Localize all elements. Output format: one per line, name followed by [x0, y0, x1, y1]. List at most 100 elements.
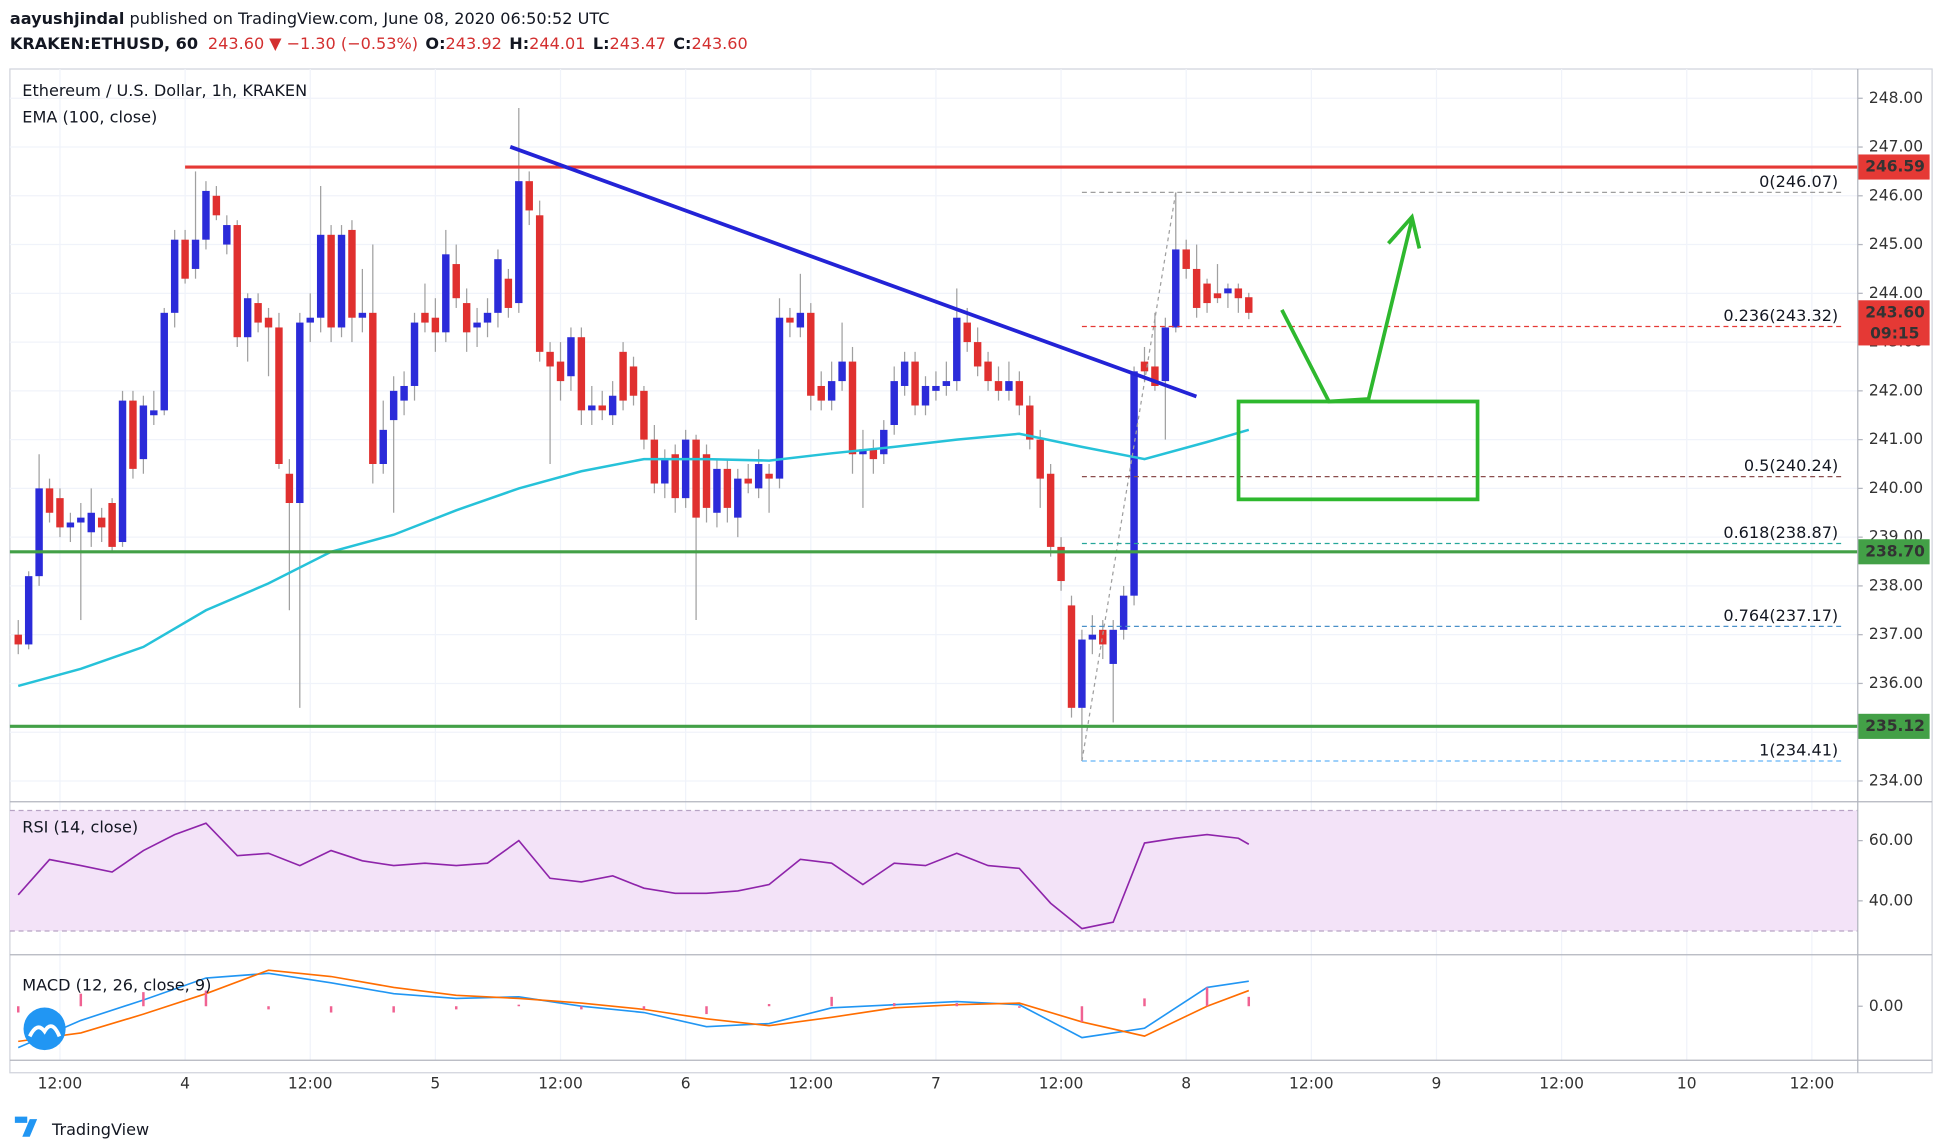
candle-body: [1140, 361, 1149, 372]
ohlc-value: 244.01: [529, 33, 585, 52]
candle-body: [1234, 288, 1243, 299]
countdown-label: 09:15: [1870, 325, 1919, 343]
candle-body: [661, 459, 669, 484]
candle-body: [1015, 381, 1024, 406]
ohlc-value: 243.47: [610, 33, 666, 52]
y-tick-label: 40.00: [1869, 891, 1913, 909]
price-badge: [1857, 713, 1930, 739]
candle-body: [786, 317, 794, 323]
last-price-badge: [1857, 300, 1930, 346]
change: −1.30 (−0.53%): [286, 33, 418, 52]
footer-text: TradingView: [51, 1120, 149, 1139]
indicator-label: EMA (100, close): [22, 107, 157, 126]
price-badge-label: 238.70: [1865, 542, 1925, 560]
macd-histogram-bar: [1080, 1006, 1084, 1022]
y-tick-label: 248.00: [1869, 89, 1923, 107]
macd-histogram-bar: [1143, 998, 1146, 1007]
candle-body: [327, 234, 335, 328]
candle-body: [1036, 439, 1044, 479]
candle-body: [442, 254, 450, 333]
projection-arrow: [1280, 219, 1414, 404]
logo-cloud: [28, 1024, 62, 1038]
candle-body: [348, 229, 356, 318]
footer: TradingView: [14, 1116, 149, 1139]
macd-histogram-bar: [454, 1006, 458, 1010]
x-tick-label: 8: [1181, 1074, 1191, 1092]
y-tick-label: 247.00: [1869, 137, 1923, 155]
candle-body: [921, 385, 930, 406]
candle-body: [744, 478, 752, 484]
candle-body: [681, 439, 690, 499]
x-tick-label: 12:00: [38, 1074, 83, 1092]
candle-body: [546, 351, 554, 367]
candle-body: [1182, 249, 1190, 269]
candle-body: [796, 312, 805, 328]
candle-body: [723, 468, 732, 508]
candle-body: [504, 278, 513, 308]
candle-body: [900, 361, 909, 386]
candle-body: [56, 498, 64, 528]
candle-body: [233, 225, 241, 338]
x-tick-label: 12:00: [788, 1074, 833, 1092]
macd-histogram-bar: [1205, 987, 1209, 1007]
candle-body: [1046, 473, 1055, 547]
x-tick-label: 12:00: [538, 1074, 583, 1092]
x-tick-label: 10: [1677, 1074, 1697, 1092]
candle-body: [296, 322, 304, 504]
candle-body: [1224, 288, 1232, 294]
candle-body: [191, 239, 200, 269]
plot: 12:00 4 12:00 5 12:00 6 12:00 7 12:00 8 12:00 9 12:0…: [9, 81, 1930, 1093]
candle-body: [1099, 629, 1107, 645]
candle-body: [316, 234, 325, 318]
candle-body: [629, 366, 638, 396]
ohlc-label: O:: [425, 33, 445, 52]
candle-body: [1078, 639, 1086, 708]
logo-badge: [23, 1007, 66, 1051]
symbol: KRAKEN:ETHUSD, 60: [10, 33, 198, 52]
candle-body: [880, 429, 888, 455]
candle-body: [973, 342, 982, 367]
price-badge-label: 235.12: [1865, 717, 1925, 735]
y-tick-label: 246.00: [1869, 186, 1923, 204]
candle-body: [1161, 327, 1170, 382]
candle-body: [108, 503, 116, 547]
candle-body: [1172, 249, 1180, 328]
candle-body: [160, 312, 168, 411]
footer-logo: [14, 1116, 38, 1137]
candle-body: [369, 312, 377, 465]
candle-body: [202, 190, 210, 240]
header-line: aayushjindal published on TradingView.co…: [10, 8, 610, 27]
candle-body: [1109, 629, 1117, 664]
x-tick-label: 7: [931, 1074, 941, 1092]
rsi-line: [17, 822, 1250, 930]
candle-body: [1026, 405, 1034, 440]
candle-body: [650, 439, 659, 484]
macd-histogram-bar: [767, 1004, 771, 1007]
x-tick-label: 4: [180, 1074, 190, 1092]
candle-body: [963, 322, 971, 343]
candle-body: [827, 381, 836, 401]
pane-title: RSI (14, close): [22, 818, 138, 837]
macd-histogram-bar: [517, 1004, 521, 1007]
candle-body: [911, 361, 919, 406]
candle-body: [77, 517, 85, 523]
arrow: ▼: [269, 33, 282, 52]
macd-histogram-bar: [79, 993, 83, 1007]
fib-label: 0.5(240.24): [1744, 456, 1838, 475]
candle-body: [358, 312, 367, 318]
candle-body: [754, 464, 763, 489]
candle-body: [1151, 366, 1159, 386]
candle-body: [640, 390, 648, 440]
candle-body: [535, 215, 544, 352]
candle-body: [890, 381, 898, 425]
last-price-label: 243.60: [1865, 303, 1925, 321]
candle-body: [1057, 546, 1065, 582]
candle-body: [285, 473, 294, 504]
arrow-head: [1387, 213, 1422, 249]
candle-body: [45, 488, 54, 513]
y-tick-label: 240.00: [1869, 479, 1923, 497]
ohlc-label: L:: [593, 33, 610, 52]
